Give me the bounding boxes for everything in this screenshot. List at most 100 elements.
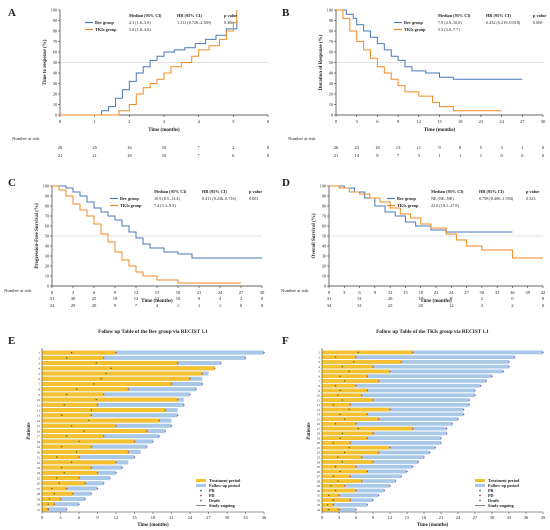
x-tick-label: 24 xyxy=(188,515,193,520)
patient-id: 24 xyxy=(37,471,41,475)
legend-swatch xyxy=(479,499,481,502)
death-marker xyxy=(152,440,154,443)
pr-marker xyxy=(63,404,65,406)
risk-count-tkis: 34 xyxy=(50,303,55,308)
risk-count-tkis: 7 xyxy=(198,153,201,158)
x-tick-label: 18 xyxy=(422,515,427,520)
patient-id: 6 xyxy=(38,377,40,381)
risk-count-tkis: 20 xyxy=(418,303,423,308)
x-tick-label: 2 xyxy=(128,119,131,124)
risk-count-tkis: 0 xyxy=(240,303,243,308)
treatment-bar xyxy=(322,431,373,436)
death-marker xyxy=(189,393,191,396)
follow-up-bar xyxy=(322,441,441,445)
swimmer-panel-f: F Follow up Table of the TKIs group via R… xyxy=(282,329,546,528)
pd-marker xyxy=(47,508,49,511)
y-tick-label: 60 xyxy=(45,224,49,229)
follow-up-bar xyxy=(322,350,543,355)
follow-up-bar xyxy=(322,417,458,421)
follow-up-bar xyxy=(42,444,147,449)
risk-count-tkis: 1 xyxy=(480,153,483,158)
pr-marker xyxy=(332,499,335,501)
stats-median: 10.9 (8.5–13.4) xyxy=(154,196,180,201)
patient-id: 30 xyxy=(37,503,41,507)
death-marker xyxy=(102,482,105,484)
legend-swatch xyxy=(475,479,485,482)
treatment-bar xyxy=(42,418,160,423)
km-curve-tkis xyxy=(60,10,238,116)
follow-up-bar xyxy=(322,379,487,383)
patient-id: 11 xyxy=(37,403,40,407)
treatment-bar xyxy=(42,413,92,418)
patient-id: 33 xyxy=(317,503,321,507)
pr-marker xyxy=(90,409,93,411)
risk-count-tkis: 14 xyxy=(354,153,359,158)
pd-marker xyxy=(389,408,391,411)
pd-marker xyxy=(78,477,80,479)
pr-marker xyxy=(328,508,330,511)
patient-id: 31 xyxy=(37,508,41,512)
treatment-bar xyxy=(322,374,368,379)
patient-id: 3 xyxy=(318,360,320,364)
treatment-bar xyxy=(322,383,356,388)
risk-count-bev: 26 xyxy=(58,145,63,150)
treatment-bar xyxy=(322,460,373,464)
risk-count-tkis: 3 xyxy=(418,153,421,158)
pr-marker xyxy=(61,414,63,417)
risk-count-bev: 31 xyxy=(357,296,362,301)
follow-up-bar xyxy=(42,507,67,512)
stats-header: HR (95% CI) xyxy=(202,189,227,194)
death-marker xyxy=(440,437,442,439)
x-tick-label: 9 xyxy=(372,515,375,520)
legend-swatch xyxy=(196,479,206,482)
treatment-bar xyxy=(322,469,368,474)
pd-marker xyxy=(96,404,99,406)
pd-marker xyxy=(355,466,357,468)
risk-count-bev: 0 xyxy=(267,145,270,150)
patient-id: 25 xyxy=(37,476,41,480)
x-tick-label: 15 xyxy=(437,119,442,124)
pd-marker xyxy=(372,461,374,463)
follow-up-bar xyxy=(322,393,475,398)
death-marker xyxy=(457,418,459,420)
legend-entry: PR xyxy=(209,488,216,493)
stats-header: HR (95% CI) xyxy=(177,13,202,18)
x-tick-label: 33 xyxy=(243,515,248,520)
pr-marker xyxy=(110,367,112,369)
patient-id: 23 xyxy=(37,466,41,470)
death-marker xyxy=(263,351,265,354)
patient-id: 18 xyxy=(37,440,41,444)
death-marker xyxy=(445,432,448,435)
pd-marker xyxy=(90,445,93,448)
x-tick-label: 9 xyxy=(374,290,377,295)
stats-header: p value xyxy=(533,13,546,18)
follow-up-bar xyxy=(322,407,464,412)
risk-count-tkis: 34 xyxy=(327,303,332,308)
pr-marker xyxy=(339,389,341,392)
risk-count-tkis: 1 xyxy=(459,153,462,158)
x-tick-label: 4 xyxy=(198,119,201,124)
risk-count-bev: 26 xyxy=(334,145,339,150)
patient-id: 22 xyxy=(37,461,41,465)
stats-p: 0.523 xyxy=(526,196,535,201)
stats-median: 3.0 (1.8–4.0) xyxy=(129,27,151,32)
x-tick-label: 9 xyxy=(397,119,400,124)
y-axis-label: Overall Survival (%) xyxy=(312,213,317,258)
legend-entry: Follow-up period xyxy=(209,483,240,488)
pd-marker xyxy=(90,466,93,469)
treatment-bar xyxy=(42,355,104,360)
patient-id: 8 xyxy=(38,388,40,392)
legend-swatch xyxy=(200,499,202,502)
treatment-bar xyxy=(322,507,339,512)
follow-up-bar xyxy=(42,402,184,407)
patient-id: 21 xyxy=(317,446,321,450)
pr-marker xyxy=(56,477,58,479)
y-tick-label: 40 xyxy=(322,244,326,249)
patient-id: 26 xyxy=(37,482,41,486)
stats-p: 0.008 xyxy=(533,20,542,25)
pd-marker xyxy=(366,389,369,392)
x-tick-label: 30 xyxy=(260,290,265,295)
risk-count-bev: 0 xyxy=(542,296,545,301)
pr-marker xyxy=(337,394,339,396)
